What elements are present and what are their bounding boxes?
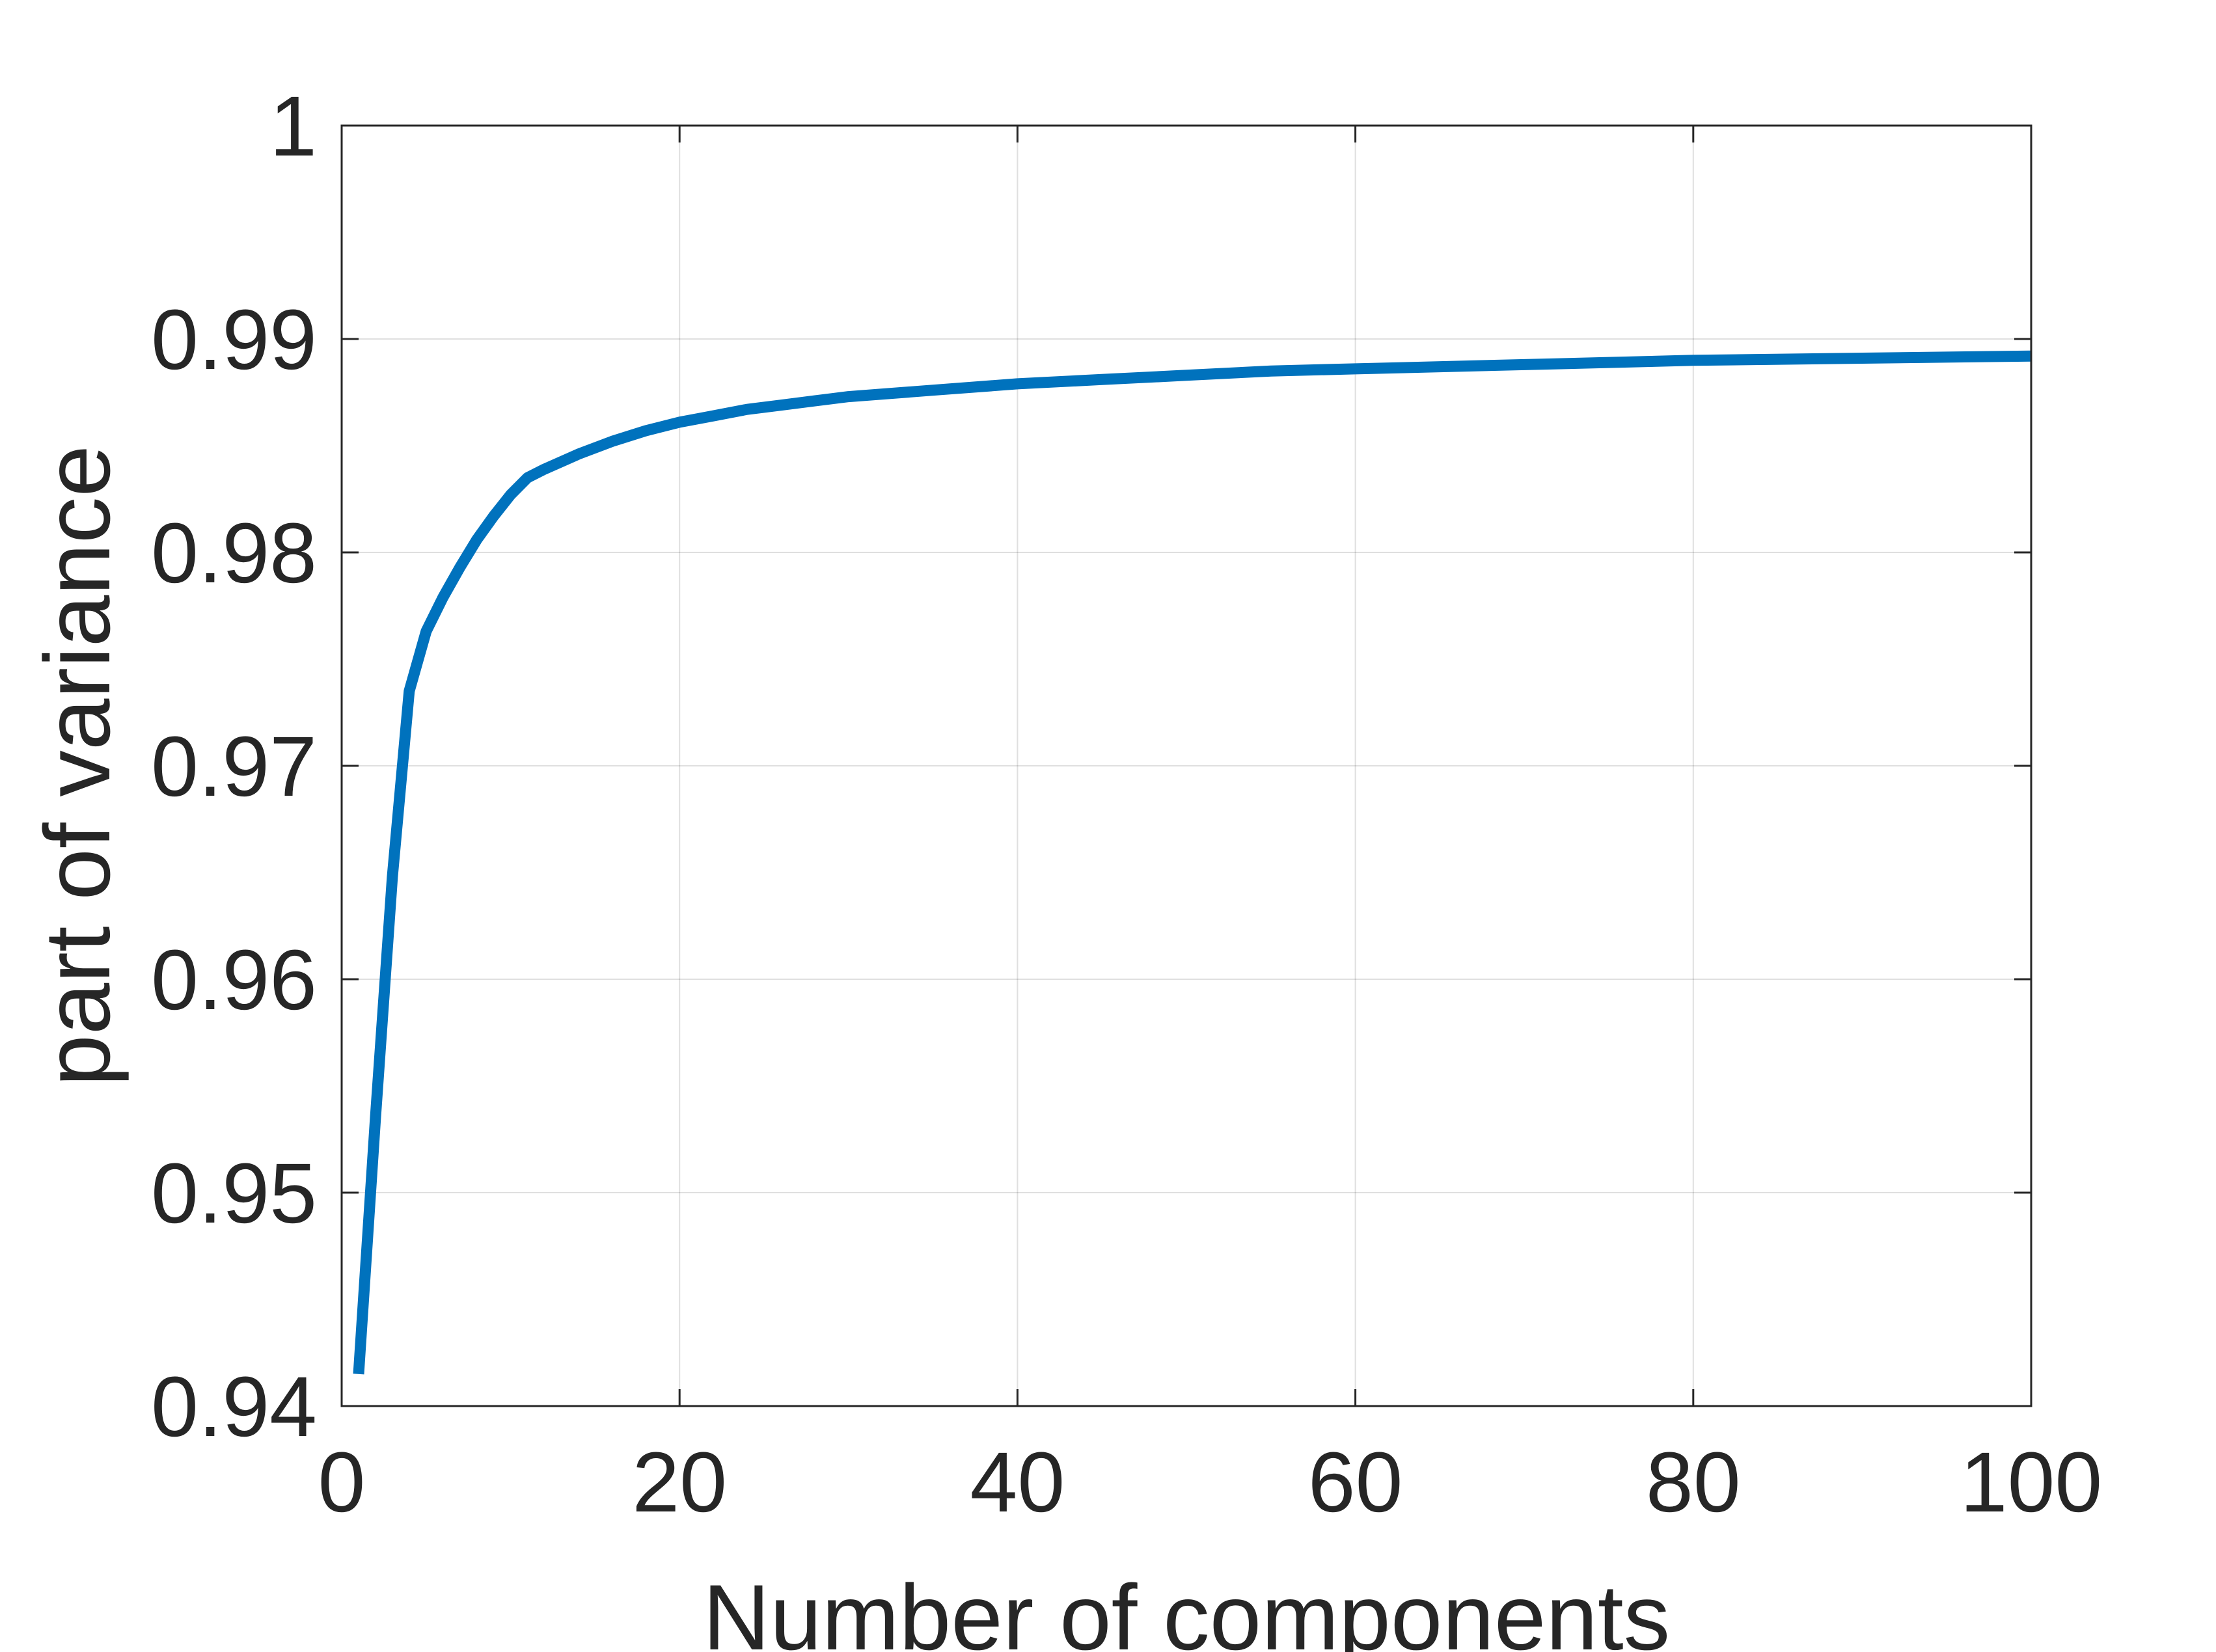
y-tick-label: 0.99 bbox=[151, 291, 317, 387]
y-axis-title: part of variance bbox=[26, 445, 130, 1087]
x-tick-label: 60 bbox=[1308, 1434, 1403, 1530]
series-layer bbox=[353, 350, 2032, 1375]
y-tick-label: 0.97 bbox=[151, 718, 317, 814]
x-tick-label: 20 bbox=[632, 1434, 727, 1530]
y-tick-label: 0.94 bbox=[151, 1359, 317, 1454]
x-tick-label: 100 bbox=[1960, 1434, 2103, 1530]
y-tick-label: 0.95 bbox=[151, 1145, 317, 1241]
y-tick-label: 1 bbox=[269, 78, 317, 174]
series-line bbox=[353, 350, 2032, 1375]
tick-marks bbox=[340, 124, 2032, 1407]
y-tick-labels: 0.94 0.95 0.96 0.97 0.98 0.99 1 bbox=[151, 78, 317, 1454]
x-tick-label: 0 bbox=[318, 1434, 366, 1530]
plot-area bbox=[342, 126, 2031, 1406]
y-tick-label: 0.96 bbox=[151, 932, 317, 1027]
x-axis-title: Number of components bbox=[703, 1566, 1670, 1652]
x-tick-labels: 0 20 40 60 80 100 bbox=[318, 1434, 2103, 1530]
grid bbox=[342, 126, 2031, 1406]
y-tick-label: 0.98 bbox=[151, 505, 317, 601]
x-tick-label: 80 bbox=[1646, 1434, 1741, 1530]
x-tick-label: 40 bbox=[970, 1434, 1065, 1530]
